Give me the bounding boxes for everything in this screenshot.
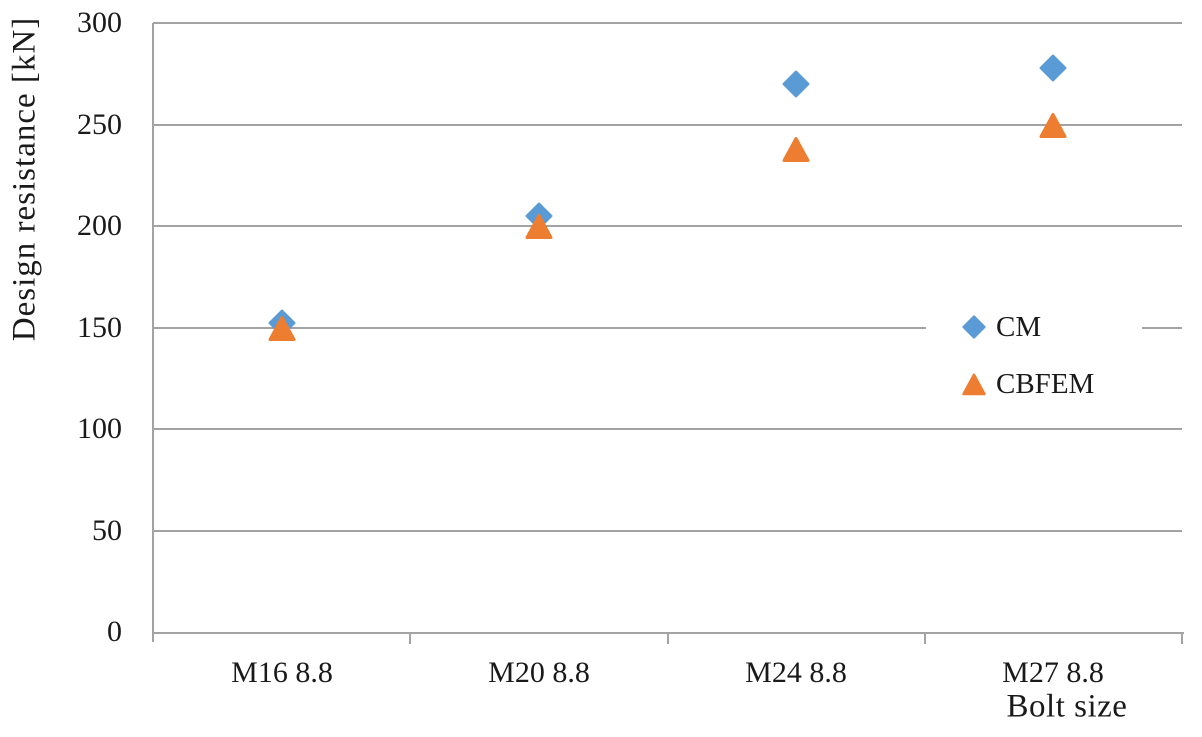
cbfem-triangle-icon (962, 373, 986, 395)
x-tick-label-m27-8-8: M27 8.8 (1002, 656, 1104, 689)
cbfem-point-m16-8-8 (268, 316, 296, 341)
cm-diamond-icon (962, 314, 986, 339)
y-tick-label-100: 100 (77, 412, 122, 445)
legend-item-cbfem: CBFEM (961, 369, 1142, 399)
x-tick-label-m16-8-8: M16 8.8 (231, 656, 333, 689)
y-tick-label-0: 0 (107, 615, 122, 648)
y-tick-label-150: 150 (77, 311, 122, 344)
y-tick-label-50: 50 (92, 514, 122, 547)
cm-point-m27-8-8 (1039, 54, 1067, 82)
y-tick-label-250: 250 (77, 108, 122, 141)
cbfem-point-m27-8-8 (1039, 113, 1067, 138)
legend-item-cm: CM (961, 312, 1142, 342)
x-axis-line (152, 632, 1184, 634)
legend: CM CBFEM (926, 298, 1142, 412)
gridline-50 (153, 530, 1182, 532)
cm-point-m24-8-8 (782, 70, 810, 98)
cbfem-point-m20-8-8 (525, 214, 553, 239)
y-axis-line (152, 23, 154, 642)
legend-label-cbfem: CBFEM (996, 367, 1095, 400)
cbfem-point-m24-8-8 (782, 137, 810, 162)
gridline-100 (153, 428, 1182, 430)
y-axis-title: Design resistance [kN] (6, 16, 43, 342)
x-tick-label-m24-8-8: M24 8.8 (745, 656, 847, 689)
gridline-150 (153, 327, 1182, 329)
x-tick-mark-1 (409, 634, 411, 644)
x-tick-mark-3 (924, 634, 926, 644)
gridline-250 (153, 124, 1182, 126)
y-tick-label-200: 200 (77, 209, 122, 242)
gridline-200 (153, 225, 1182, 227)
x-tick-mark-4 (1181, 634, 1183, 644)
y-tick-label-300: 300 (77, 6, 122, 39)
x-axis-title: Bolt size (1006, 688, 1128, 725)
legend-label-cm: CM (996, 310, 1042, 343)
x-tick-mark-2 (667, 634, 669, 644)
x-tick-label-m20-8-8: M20 8.8 (488, 656, 590, 689)
gridline-300 (153, 22, 1182, 24)
